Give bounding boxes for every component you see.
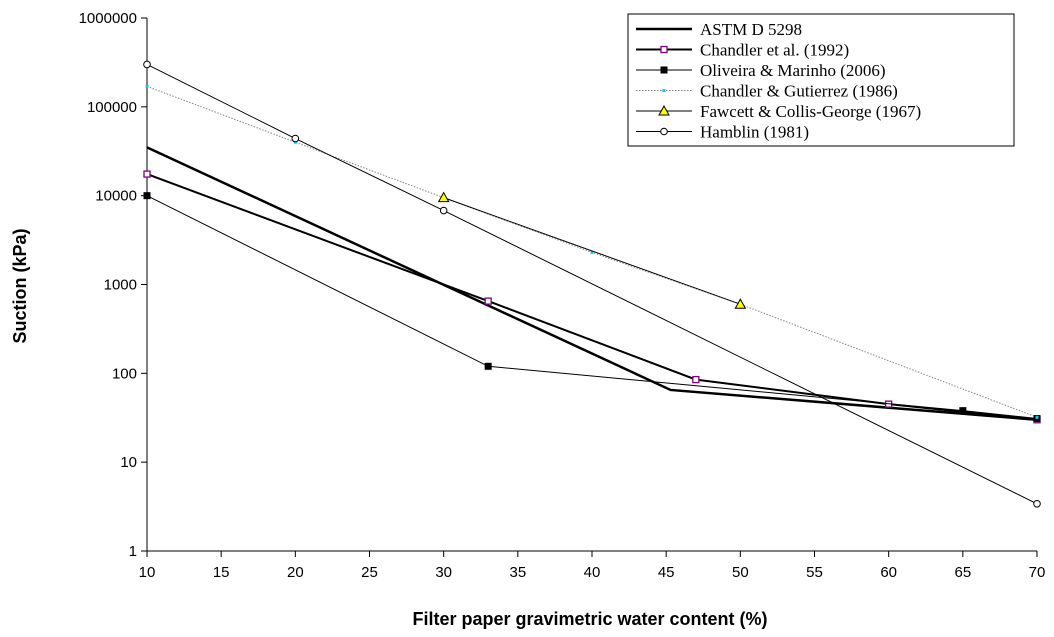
series-line — [443, 197, 741, 305]
y-tick-label: 1000000 — [79, 10, 137, 27]
y-axis-title: Suction (kPa) — [10, 228, 30, 343]
y-tick-label: 10 — [120, 454, 137, 471]
x-tick-label: 40 — [584, 564, 601, 581]
legend: ASTM D 5298 Chandler et al. (1992)Oliveir… — [627, 13, 1015, 147]
x-tick-label: 30 — [435, 564, 452, 581]
data-point-dot — [662, 89, 666, 92]
series-group — [143, 60, 1041, 508]
data-point-dot — [1035, 415, 1039, 419]
series-2 — [143, 192, 1041, 423]
legend-entry: Hamblin (1981) — [636, 123, 809, 142]
data-point-square-open — [692, 375, 700, 384]
legend-label: Oliveira & Marinho (2006) — [700, 61, 886, 80]
legend-box — [627, 13, 1015, 147]
legend-label: Fawcett & Collis-George (1967) — [700, 102, 921, 121]
data-point-square-open — [660, 45, 668, 54]
x-tick-label: 15 — [213, 564, 230, 581]
data-point-dot — [590, 250, 594, 254]
legend-entry: ASTM D 5298 — [636, 20, 802, 39]
data-point-square-filled — [143, 192, 151, 200]
legend-label: Hamblin (1981) — [700, 123, 809, 142]
x-tick-label: 20 — [287, 564, 304, 581]
series-0 — [146, 146, 1038, 422]
data-point-circle — [291, 134, 300, 143]
series-line — [146, 85, 1038, 418]
data-point-square-filled — [660, 66, 668, 74]
y-tick-label: 10000 — [95, 188, 137, 205]
x-tick-label: 10 — [139, 564, 156, 581]
series-line — [146, 195, 1038, 420]
data-point-circle — [660, 127, 668, 136]
legend-label: Chandler et al. (1992) — [700, 41, 849, 60]
y-tick-label: 1 — [129, 543, 137, 560]
x-tick-label: 60 — [880, 564, 897, 581]
legend-entry: Chandler et al. (1992) — [636, 41, 849, 60]
legend-label: Chandler & Gutierrez (1986) — [700, 82, 898, 101]
data-point-triangle — [437, 191, 450, 203]
data-point-circle — [439, 206, 448, 215]
data-point-square-open — [484, 297, 492, 305]
x-tick-label: 55 — [806, 564, 823, 581]
series-line — [146, 173, 1038, 421]
x-tick-label: 35 — [509, 564, 526, 581]
data-point-square-filled — [959, 407, 967, 415]
legend-entry: Fawcett & Collis-George (1967) — [636, 102, 921, 121]
data-point-circle — [1033, 499, 1041, 508]
legend-entry: Chandler & Gutierrez (1986) — [636, 82, 898, 101]
y-tick-label: 100000 — [87, 99, 137, 116]
axes: 10 15 20 25 30 35 40 45 50 55 60 65 7011010010001000… — [79, 10, 1046, 581]
data-point-triangle — [658, 104, 670, 116]
x-tick-label: 70 — [1029, 564, 1046, 581]
series-5 — [143, 60, 1041, 508]
y-tick-label: 100 — [112, 365, 137, 382]
data-point-circle — [143, 60, 151, 69]
data-point-dot — [145, 84, 149, 88]
x-axis-title: Filter paper gravimetric water content (… — [412, 609, 767, 629]
y-tick-label: 1000 — [104, 277, 137, 294]
x-tick-label: 50 — [732, 564, 749, 581]
legend-label: ASTM D 5298 — [700, 20, 802, 39]
series-4 — [437, 191, 747, 309]
x-tick-label: 45 — [658, 564, 675, 581]
x-tick-label: 65 — [954, 564, 971, 581]
series-line — [146, 64, 1038, 505]
x-tick-label: 25 — [361, 564, 378, 581]
legend-entry: Oliveira & Marinho (2006) — [636, 61, 886, 80]
series-line — [146, 146, 1038, 422]
data-point-square-open — [143, 170, 151, 178]
data-point-triangle — [734, 298, 747, 309]
data-point-square-filled — [484, 362, 492, 370]
